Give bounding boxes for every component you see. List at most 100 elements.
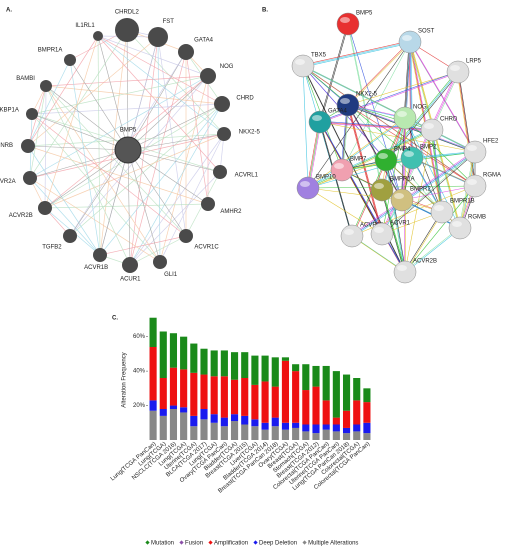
node-label: ACVR1C [194,244,219,250]
node-label: NKX2-5 [239,129,261,135]
node-highlight [340,17,350,23]
edge [29,85,47,179]
edge [99,235,187,256]
bar-segment [251,355,259,385]
node-label: BMPR1B [450,199,475,205]
edge [307,187,383,235]
edge [303,42,411,68]
bar-segment [251,384,259,420]
node [148,27,168,47]
node-label: ACVR1 [390,221,411,227]
edge [45,75,209,87]
panel-label: B. [262,8,268,14]
bar-segment [159,409,167,416]
node [201,197,215,211]
edge [97,35,223,105]
edge [127,149,209,205]
node [214,96,230,112]
bar-segment [190,415,198,427]
bar-segment [220,350,228,377]
legend-label: Amplification [214,541,248,547]
edge [319,23,348,122]
bar-segment [281,360,290,423]
bar-segment [271,417,279,427]
bar-segment [292,422,300,428]
node-highlight [378,153,388,159]
edge [319,121,433,131]
node-label: ACVR2A [0,179,16,185]
bar-segment [159,378,167,409]
edge [97,35,209,77]
bar-segment [149,317,157,347]
edge [29,177,161,263]
edge [302,65,476,153]
edge [301,64,475,152]
edge [410,42,414,159]
node-highlight [300,181,310,187]
edge [129,36,159,266]
edge [127,51,187,151]
edge [97,35,129,151]
bar-segment [210,422,218,440]
bar-segment [363,422,371,434]
edge [31,103,223,115]
bar-segment [200,374,208,409]
edge [31,113,129,151]
bar-segment [342,433,351,440]
legend-marker [179,540,184,545]
edge [350,150,475,236]
node-highlight [374,183,384,189]
node-label: ACVR2B [9,213,33,219]
edge [408,40,475,152]
edge [127,149,187,237]
node-label: LRP5 [466,59,482,65]
edge [404,227,460,272]
bar-segment [312,365,320,387]
node-highlight [397,111,407,117]
edge [401,185,476,201]
edge [29,177,101,256]
edge [404,117,476,187]
node-label: FST [163,19,175,25]
bar-segment [342,374,351,411]
edge [318,120,405,272]
edge [351,185,476,237]
edge [127,149,161,263]
edge [386,72,460,162]
bar-segment [302,390,310,425]
edge [303,66,477,154]
bar-segment [342,410,351,428]
node-highlight [295,59,305,65]
bar-segment [180,407,188,413]
edge [44,149,129,209]
y-axis-label: Alteration Frequency [122,352,128,407]
edge [97,35,221,173]
bar-segment [241,352,249,378]
edge [69,59,101,256]
node [200,68,216,84]
edge [159,75,209,263]
bar-segment [312,386,320,425]
node-highlight [374,227,384,233]
edge [319,121,476,153]
bar-segment [363,402,371,423]
node-highlight [467,145,477,151]
bar-segment [230,414,239,422]
bar-segment [281,429,290,440]
bar-segment [292,364,300,372]
edge [303,66,476,187]
node-label: ACUR1 [120,277,141,283]
node [153,255,167,269]
node-label: BMPR2 [410,187,431,193]
edge [410,42,477,154]
node-highlight [394,193,404,199]
node-label: CHRD [440,117,458,123]
node-label: ACVR2B [413,259,437,265]
edge [45,85,161,263]
bar-segment [261,381,269,423]
node [122,257,138,273]
bar-segment [312,424,320,434]
bar-segment [149,347,157,401]
edge [346,104,382,234]
edge [381,151,475,234]
